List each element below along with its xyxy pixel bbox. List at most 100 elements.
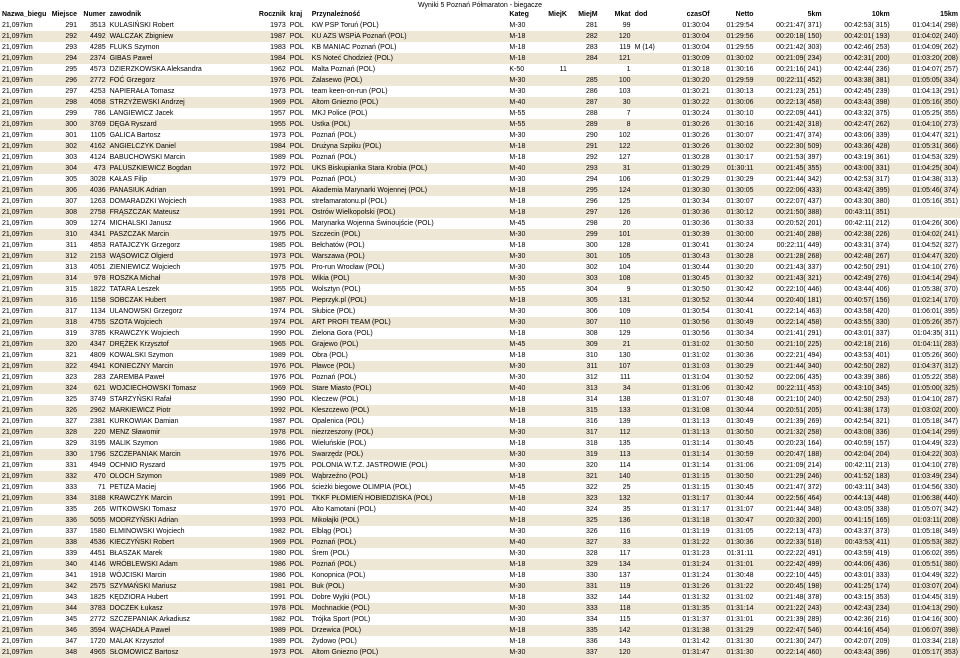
cell: POL [288,592,310,603]
cell [538,416,569,427]
cell [538,317,569,328]
cell: 7 [600,108,633,119]
cell [538,449,569,460]
cell: POL [288,361,310,372]
cell: 303 [569,273,600,284]
cell: 284 [569,53,600,64]
cell: 01:30:47 [712,515,756,526]
cell [633,174,668,185]
cell: 00:22:14( 463) [756,306,824,317]
cell: 21,097km [0,449,46,460]
cell: 21,097km [0,174,46,185]
cell [538,185,569,196]
table-row: 21,097km3452772SZCZEPANIAK Arkadiusz1982… [0,614,960,625]
cell: 1986 [250,438,287,449]
table-row: 21,097km3091274MICHALSKI Janusz1966POLMa… [0,218,960,229]
table-row: 21,097km3104341PASZCZAK Marcin1975POLSzc… [0,229,960,240]
cell: 01:31:06 [712,460,756,471]
cell: 00:22:21( 494) [756,350,824,361]
cell: 01:31:03 [668,361,712,372]
cell: POL [288,174,310,185]
cell [633,526,668,537]
table-row: 21,097km2934285FLUKS Szymon1983POLKB MAN… [0,42,960,53]
cell: POL [288,405,310,416]
cell: POL [288,295,310,306]
cell [633,647,668,658]
cell: 00:21:44( 340) [756,361,824,372]
cell [538,240,569,251]
cell: 01:31:15 [668,482,712,493]
cell: 321 [46,350,79,361]
cell: 124 [600,185,633,196]
cell: M-30 [507,174,538,185]
cell: POL [288,273,310,284]
cell: M-30 [507,647,538,658]
cell: 120 [600,647,633,658]
cell: 00:43:19( 361) [824,152,892,163]
cell: 121 [600,53,633,64]
cell: POL [288,284,310,295]
cell: 118 [600,603,633,614]
table-row: 21,097km3071263DOMARADZKI Wojciech1983PO… [0,196,960,207]
cell: 00:21:53( 397) [756,152,824,163]
cell: KONIECZNY Marcin [108,361,251,372]
cell: 01:30:07 [712,196,756,207]
cell: 322 [46,361,79,372]
cell: 00:42:44( 236) [824,64,892,75]
cell: 00:22:56( 464) [756,493,824,504]
table-row: 21,097km3082758FRĄSZCZAK Mateusz1991POLO… [0,207,960,218]
cell: Zielona Gora (POL) [310,328,508,339]
cell: 00:21:10( 225) [756,339,824,350]
cell: 1984 [250,53,287,64]
cell: 1 [600,64,633,75]
cell: 01:31:14 [668,449,712,460]
cell: 01:31:24 [668,559,712,570]
cell: 01:04:10( 287) [892,394,960,405]
cell: 01:31:11 [712,548,756,559]
cell: 00:21:42( 318) [756,119,824,130]
cell [538,405,569,416]
cell: POL [288,427,310,438]
cell: 1822 [79,284,108,295]
cell: 00:42:11( 212) [824,218,892,229]
cell: GIBAS Paweł [108,53,251,64]
cell: 01:30:29 [668,163,712,174]
cell: 00:43:55( 330) [824,317,892,328]
cell: 00:20:40( 181) [756,295,824,306]
cell: 01:30:04 [668,20,712,31]
cell: 337 [569,647,600,658]
cell: 01:30:26 [668,141,712,152]
cell: 01:31:47 [668,647,712,658]
cell: 4347 [79,339,108,350]
cell: 4949 [79,460,108,471]
cell: 335 [46,504,79,515]
cell [538,504,569,515]
cell: 470 [79,471,108,482]
cell: 333 [569,603,600,614]
cell [633,64,668,75]
cell: 00:21:47( 374) [756,130,824,141]
cell: 01:30:39 [668,229,712,240]
cell: 100 [600,75,633,86]
cell: 00:43:08( 336) [824,427,892,438]
cell [538,130,569,141]
cell [538,152,569,163]
cell [633,130,668,141]
cell: 1973 [250,251,287,262]
table-row: 21,097km3404146WRÓBLEWSKI Adam1986POLPoz… [0,559,960,570]
cell: 1989 [250,152,287,163]
cell: 01:06:07( 398) [892,625,960,636]
cell: 00:43:00( 331) [824,163,892,174]
cell: 01:04:02( 240) [892,31,960,42]
cell: 01:29:56 [712,31,756,42]
cell: KRAWCZYK Marcin [108,493,251,504]
cell: 01:31:02 [712,592,756,603]
cell: 00:41:25( 174) [824,581,892,592]
cell: 346 [46,625,79,636]
cell [538,339,569,350]
cell [633,339,668,350]
cell: 01:04:38( 313) [892,174,960,185]
cell: 01:04:49( 323) [892,438,960,449]
cell: 00:20:51( 205) [756,405,824,416]
cell: 331 [569,581,600,592]
